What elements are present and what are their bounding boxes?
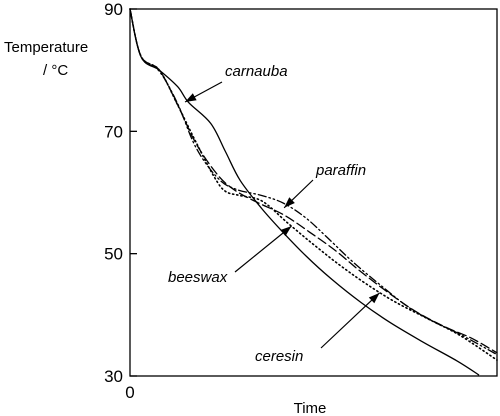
annotation-arrowhead-paraffin	[284, 197, 295, 208]
tick-layer: 90 70 50 300	[104, 0, 137, 402]
annotation-arrow-beeswax	[234, 225, 292, 273]
annotation-ceresin: ceresin	[255, 348, 303, 365]
x-tick-label: 0	[125, 383, 134, 402]
y-tick-label: 50	[104, 245, 123, 264]
series-layer	[129, 8, 498, 376]
plot-area-border	[129, 8, 498, 377]
annotation-paraffin: paraffin	[315, 162, 366, 179]
annotation-arrowhead-carnauba	[185, 93, 197, 102]
annotation-layer: carnauba paraffin beeswax ceresin	[168, 63, 380, 365]
series-line-beeswax	[129, 8, 498, 354]
y-tick-label: 30	[104, 367, 123, 386]
y-axis-title-line1: Temperature	[4, 39, 88, 56]
annotation-carnauba: carnauba	[225, 63, 288, 80]
y-axis-title-line2: / °C	[43, 62, 68, 79]
annotation-arrow-ceresin	[320, 292, 380, 349]
series-line-paraffin	[129, 8, 498, 356]
plot-frame	[129, 8, 498, 377]
series-line-ceresin	[129, 8, 498, 361]
y-tick-label: 90	[104, 0, 123, 19]
annotation-beeswax: beeswax	[168, 269, 228, 286]
annotation-arrowhead-beeswax	[280, 226, 292, 237]
annotation-arrowhead-ceresin	[368, 292, 380, 304]
x-axis-title: Time	[294, 400, 327, 416]
y-tick-label: 70	[104, 122, 123, 141]
series-line-carnauba	[129, 8, 480, 376]
